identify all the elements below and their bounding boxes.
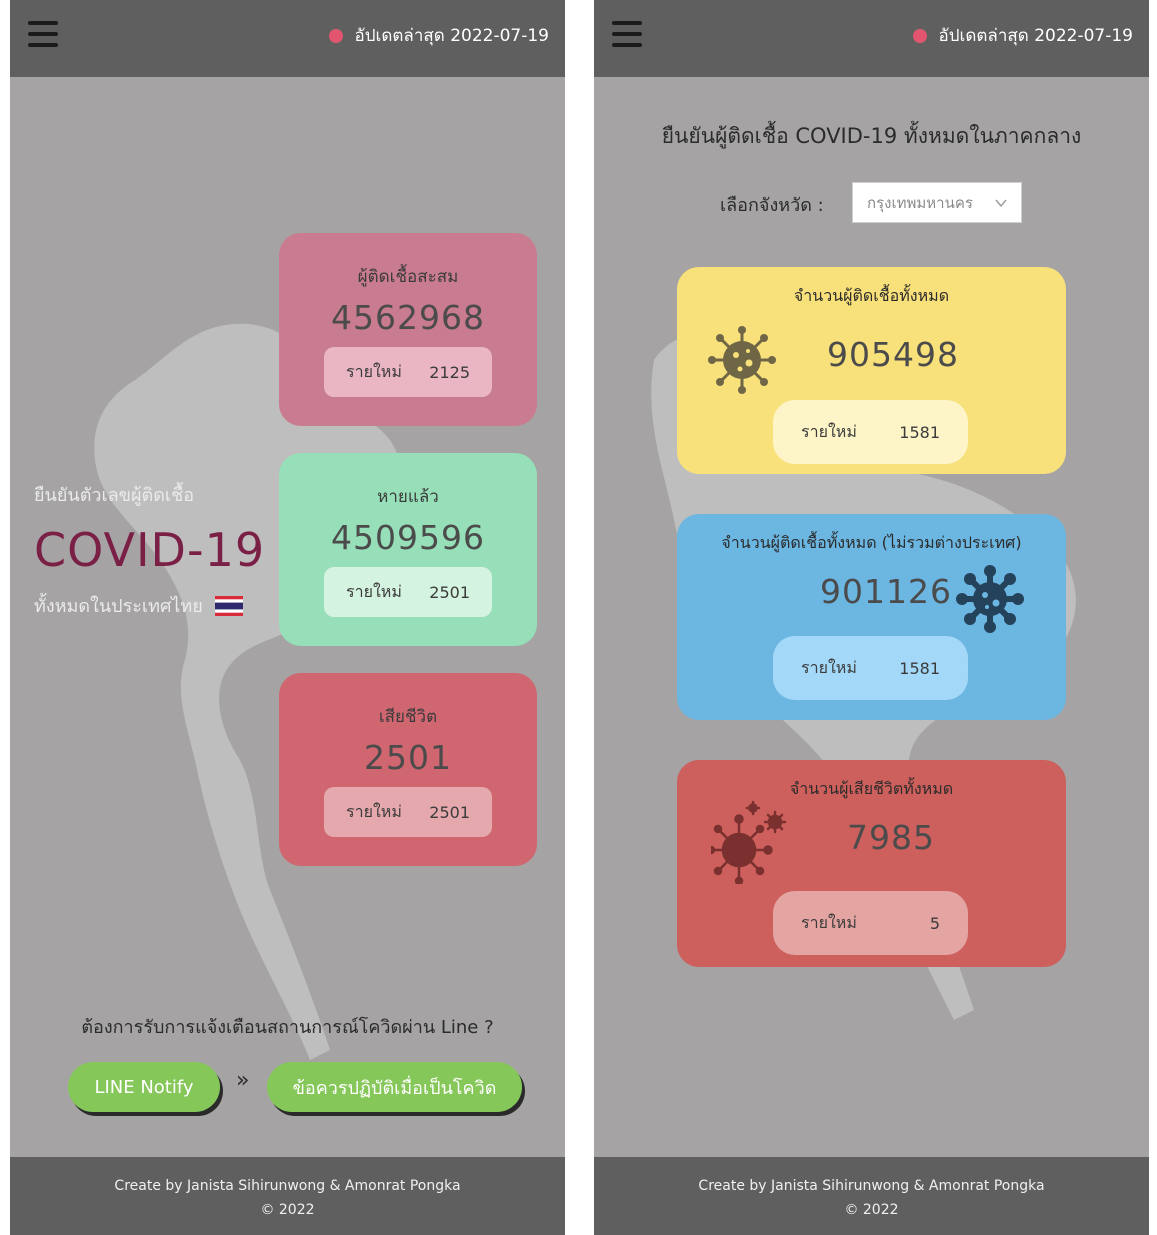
total-cases-card: จำนวนผู้ติดเชื้อทั้งหมด 905498 รายใหม่ 1… (677, 267, 1066, 474)
card-value: 4509596 (331, 518, 485, 557)
menu-icon[interactable] (612, 20, 642, 48)
card-value: 4562968 (331, 298, 485, 337)
new-value: 5 (929, 913, 940, 933)
hero-section: ยืนยันตัวเลขผู้ติดเชื้อ COVID-19 ทั้งหมด… (34, 480, 265, 620)
province-select[interactable]: กรุงเทพมหานคร (852, 182, 1022, 223)
new-label: รายใหม่ (346, 361, 402, 381)
new-label: รายใหม่ (801, 421, 857, 441)
card-title: จำนวนผู้ติดเชื้อทั้งหมด (ไม่รวมต่างประเท… (721, 533, 1022, 552)
new-cases-pill: รายใหม่ 1581 (773, 636, 968, 700)
national-summary-screen: อัปเดตล่าสุด 2022-07-19 ยืนยันตัวเลขผู้ต… (10, 0, 565, 1235)
virus-icon (956, 565, 1024, 633)
card-value: 2501 (364, 738, 452, 777)
hero-country: ทั้งหมดในประเทศไทย (34, 591, 265, 620)
regional-summary-screen: อัปเดตล่าสุด 2022-07-19 ยืนยันผู้ติดเชื้… (594, 0, 1149, 1235)
new-value: 1581 (899, 422, 940, 442)
card-title: เสียชีวิต (378, 707, 438, 727)
new-label: รายใหม่ (801, 657, 857, 677)
province-label: เลือกจังหวัด : (720, 195, 824, 216)
status-dot-icon (912, 28, 927, 43)
footer-copyright: © 2022 (260, 1202, 315, 1218)
top-bar: อัปเดตล่าสุด 2022-07-19 (10, 0, 565, 77)
new-label: รายใหม่ (346, 581, 402, 601)
footer: Create by Janista Sihirunwong & Amonrat … (594, 1157, 1149, 1235)
hero-title: COVID-19 (34, 523, 266, 577)
thai-flag-icon (214, 595, 243, 616)
last-updated-text: อัปเดตล่าสุด 2022-07-19 (938, 26, 1133, 46)
domestic-cases-card: จำนวนผู้ติดเชื้อทั้งหมด (ไม่รวมต่างประเท… (677, 514, 1066, 720)
new-value: 1581 (899, 658, 940, 678)
virus-icon (711, 800, 787, 884)
footer: Create by Janista Sihirunwong & Amonrat … (10, 1157, 565, 1235)
hero-country-text: ทั้งหมดในประเทศไทย (34, 596, 203, 617)
new-cases-pill: รายใหม่ 1581 (773, 400, 968, 464)
new-label: รายใหม่ (801, 912, 857, 932)
deaths-card: เสียชีวิต 2501 รายใหม่ 2501 (279, 673, 537, 866)
province-selected-value: กรุงเทพมหานคร (867, 193, 973, 212)
chevron-down-icon (995, 199, 1007, 207)
hero-subtitle: ยืนยันตัวเลขผู้ติดเชื้อ (34, 485, 195, 506)
card-value: 901126 (820, 572, 952, 611)
last-updated: อัปเดตล่าสุด 2022-07-19 (328, 22, 549, 49)
card-value: 905498 (827, 335, 959, 374)
footer-copyright: © 2022 (844, 1202, 899, 1218)
cumulative-cases-card: ผู้ติดเชื้อสะสม 4562968 รายใหม่ 2125 (279, 233, 537, 426)
new-cases-pill: รายใหม่ 2125 (324, 347, 492, 397)
menu-icon[interactable] (28, 20, 58, 48)
status-dot-icon (328, 28, 343, 43)
last-updated: อัปเดตล่าสุด 2022-07-19 (912, 22, 1133, 49)
new-cases-pill: รายใหม่ 2501 (324, 787, 492, 837)
new-cases-pill: รายใหม่ 5 (773, 891, 968, 955)
card-title: จำนวนผู้เสียชีวิตทั้งหมด (789, 779, 954, 798)
last-updated-text: อัปเดตล่าสุด 2022-07-19 (354, 26, 549, 46)
footer-credit: Create by Janista Sihirunwong & Amonrat … (698, 1178, 1045, 1194)
card-title: ผู้ติดเชื้อสะสม (357, 267, 459, 287)
card-title: หายแล้ว (377, 487, 439, 507)
line-notify-button[interactable]: LINE Notify (68, 1062, 220, 1112)
new-cases-pill: รายใหม่ 2501 (324, 567, 492, 617)
chevron-right-icon: » (236, 1068, 250, 1093)
new-value: 2501 (429, 802, 470, 822)
new-label: รายใหม่ (346, 801, 402, 821)
recovered-card: หายแล้ว 4509596 รายใหม่ 2501 (279, 453, 537, 646)
page-title: ยืนยันผู้ติดเชื้อ COVID-19 ทั้งหมดในภาคก… (661, 124, 1082, 148)
footer-credit: Create by Janista Sihirunwong & Amonrat … (114, 1178, 461, 1194)
card-value: 7985 (847, 818, 935, 857)
new-value: 2125 (429, 362, 470, 382)
region-deaths-card: จำนวนผู้เสียชีวิตทั้งหมด 7985 (677, 760, 1066, 967)
card-title: จำนวนผู้ติดเชื้อทั้งหมด (793, 286, 950, 305)
covid-advice-button[interactable]: ข้อควรปฏิบัติเมื่อเป็นโควิด (267, 1062, 522, 1112)
virus-icon (708, 326, 776, 394)
top-bar: อัปเดตล่าสุด 2022-07-19 (594, 0, 1149, 77)
line-notify-question: ต้องการรับการแจ้งเตือนสถานการณ์โควิดผ่าน… (81, 1017, 494, 1038)
new-value: 2501 (429, 582, 470, 602)
